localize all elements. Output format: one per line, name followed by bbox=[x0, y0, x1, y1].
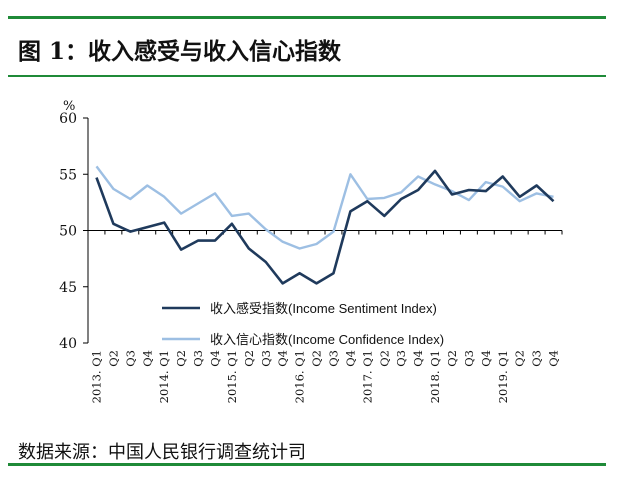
x-tick-label: 2019. Q1 bbox=[496, 350, 510, 403]
x-tick-label: Q2 bbox=[310, 350, 324, 367]
x-tick-label: Q2 bbox=[174, 350, 188, 367]
x-tick-label: Q3 bbox=[530, 350, 544, 367]
x-tick-label: Q3 bbox=[326, 350, 340, 367]
x-tick-label: Q4 bbox=[343, 350, 357, 367]
x-tick-label: Q4 bbox=[208, 350, 222, 367]
legend-label-income-confidence: 收入信心指数(Income Confidence Index) bbox=[210, 332, 444, 347]
series-line-income-confidence bbox=[95, 165, 554, 250]
x-tick-label: Q2 bbox=[377, 350, 391, 367]
x-tick-label: Q4 bbox=[547, 350, 561, 367]
x-tick-label: Q3 bbox=[123, 350, 137, 367]
x-tick-label: 2016. Q1 bbox=[293, 350, 307, 403]
bottom-rule bbox=[8, 463, 606, 466]
x-tick-label: Q4 bbox=[140, 350, 154, 367]
x-tick-label: Q3 bbox=[394, 350, 408, 367]
x-tick-label: Q2 bbox=[106, 350, 120, 367]
x-tick-label: Q2 bbox=[513, 350, 527, 367]
x-tick-label: Q3 bbox=[259, 350, 273, 367]
x-tick-label: 2014. Q1 bbox=[157, 350, 171, 403]
figure-title: 图 1：收入感受与收入信心指数 bbox=[18, 38, 342, 65]
x-tick-label: Q3 bbox=[191, 350, 205, 367]
title-rule bbox=[8, 75, 606, 77]
y-tick-label: 40 bbox=[59, 336, 77, 352]
top-rule bbox=[8, 16, 606, 19]
y-tick-label: 50 bbox=[59, 224, 77, 240]
x-tick-label: 2015. Q1 bbox=[225, 350, 239, 403]
x-tick-label: Q4 bbox=[276, 350, 290, 367]
x-tick-label: 2013. Q1 bbox=[89, 350, 103, 403]
y-tick-label: 60 bbox=[59, 111, 77, 127]
x-tick-label: Q4 bbox=[411, 350, 425, 367]
x-tick-label: 2018. Q1 bbox=[428, 350, 442, 403]
x-tick-label: Q2 bbox=[242, 350, 256, 367]
legend-label-income-sentiment: 收入感受指数(Income Sentiment Index) bbox=[210, 301, 437, 316]
data-source: 数据来源：中国人民银行调查统计司 bbox=[18, 442, 306, 463]
y-unit-label: % bbox=[63, 99, 75, 114]
y-tick-label: 45 bbox=[59, 280, 77, 296]
y-tick-label: 55 bbox=[59, 167, 77, 183]
x-tick-label: Q4 bbox=[479, 350, 493, 367]
x-tick-label: 2017. Q1 bbox=[360, 350, 374, 403]
x-tick-label: Q2 bbox=[445, 350, 459, 367]
x-tick-label: Q3 bbox=[462, 350, 476, 367]
series-line-income-sentiment bbox=[95, 169, 555, 285]
